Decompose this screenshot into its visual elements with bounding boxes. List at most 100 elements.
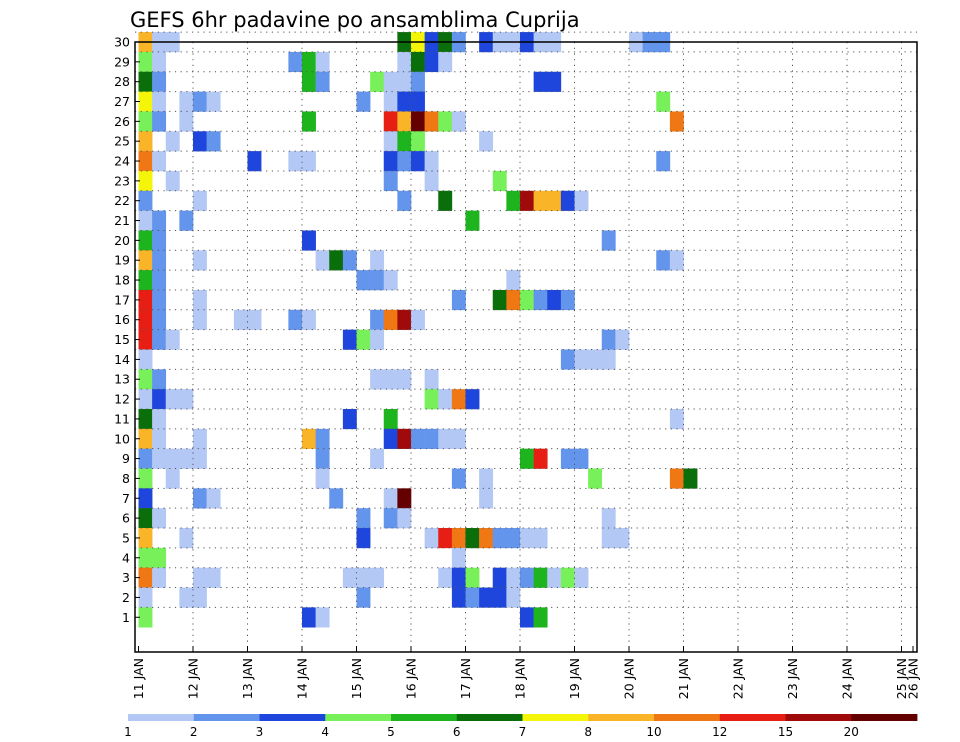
plot-frame <box>134 41 918 653</box>
heatmap-cell <box>193 488 207 509</box>
heatmap-cell <box>288 309 303 330</box>
heatmap-cell <box>397 111 412 132</box>
heatmap-cell <box>492 587 507 608</box>
heatmap-cell <box>411 131 425 152</box>
heatmap-cell <box>138 210 153 231</box>
chart-title: GEFS 6hr padavine po ansamblima Cuprija <box>130 8 580 32</box>
heatmap-cell <box>601 349 616 370</box>
heatmap-cell <box>138 448 153 469</box>
heatmap-cell <box>451 428 466 449</box>
heatmap-cell <box>302 71 316 92</box>
heatmap-cell <box>451 567 466 588</box>
heatmap-cell <box>451 389 466 410</box>
x-tick-label: 19 JAN <box>567 658 582 699</box>
y-tick-label: 7 <box>122 491 130 506</box>
heatmap-cell <box>165 468 180 489</box>
y-tick-label: 14 <box>114 352 130 367</box>
heatmap-cell <box>560 190 575 211</box>
heatmap-cell <box>383 151 398 172</box>
heatmap-cell <box>574 567 589 588</box>
heatmap-cell <box>315 607 330 628</box>
colorbar-segment <box>522 714 589 721</box>
heatmap-cell <box>520 607 534 628</box>
heatmap-cell <box>383 131 398 152</box>
heatmap-cell <box>302 111 316 132</box>
heatmap-cell <box>424 111 439 132</box>
colorbar-segment <box>719 714 786 721</box>
colorbar-segment <box>588 714 655 721</box>
heatmap-cell <box>520 528 534 549</box>
heatmap-cell <box>383 488 398 509</box>
heatmap-cell <box>302 51 316 73</box>
heatmap-cell <box>138 151 153 172</box>
heatmap-cell <box>479 468 494 489</box>
heatmap-cell <box>206 131 221 152</box>
x-tick-label: 17 JAN <box>458 658 473 699</box>
heatmap-cell <box>451 587 466 608</box>
heatmap-cell <box>438 111 453 132</box>
heatmap-cell <box>138 528 153 549</box>
heatmap-cell <box>370 567 385 588</box>
heatmap-cell <box>329 488 344 509</box>
y-tick-label: 3 <box>122 570 130 585</box>
colorbar-segment <box>325 714 392 721</box>
heatmap-cell <box>165 131 180 152</box>
heatmap-cell <box>152 309 167 330</box>
heatmap-cell <box>411 111 425 132</box>
x-tick-label: 24 JAN <box>840 658 855 699</box>
heatmap-cell <box>138 607 153 628</box>
heatmap-cell <box>179 389 194 410</box>
heatmap-cell <box>479 131 494 152</box>
heatmap-cell <box>356 508 371 529</box>
heatmap-cell <box>669 250 684 271</box>
heatmap-cell <box>383 111 398 132</box>
heatmap-cell <box>451 547 466 568</box>
colorbar-label: 7 <box>519 725 527 739</box>
y-tick-label: 21 <box>114 213 130 228</box>
heatmap-cell <box>520 190 534 211</box>
heatmap-cell <box>179 210 194 231</box>
heatmap-cell <box>370 250 385 271</box>
colorbar-label: 1 <box>124 725 132 739</box>
heatmap-cell <box>152 289 167 311</box>
heatmap-cell <box>315 250 330 271</box>
heatmap-cell <box>560 349 575 370</box>
heatmap-cell <box>533 190 548 211</box>
y-tick-label: 29 <box>114 54 130 69</box>
heatmap-cell <box>138 587 153 608</box>
heatmap-cell <box>193 250 207 271</box>
heatmap-cell <box>397 190 412 211</box>
heatmap-cell <box>533 567 548 588</box>
y-tick-label: 2 <box>122 590 130 605</box>
colorbar-segment <box>785 714 852 721</box>
colorbar-label: 10 <box>646 725 661 739</box>
heatmap-cell <box>397 369 412 390</box>
heatmap-cell <box>506 587 521 608</box>
heatmap-cell <box>315 71 330 92</box>
x-tick-label: 20 JAN <box>622 658 637 699</box>
heatmap-cell <box>370 270 385 291</box>
heatmap-cell <box>288 51 303 73</box>
heatmap-cell <box>492 170 507 192</box>
colorbar-label: 15 <box>778 725 793 739</box>
heatmap-cell <box>152 329 167 350</box>
x-tick-label: 14 JAN <box>295 658 310 699</box>
x-tick-label: 18 JAN <box>513 658 528 699</box>
heatmap-cell <box>356 587 371 608</box>
heatmap-cell <box>520 448 534 469</box>
heatmap-cell <box>547 567 562 588</box>
heatmap-cell <box>479 587 494 608</box>
heatmap-cell <box>438 190 453 211</box>
heatmap-cell <box>424 528 439 549</box>
heatmap-cell <box>370 71 385 92</box>
heatmap-cell <box>193 448 207 469</box>
heatmap-cell <box>152 71 167 92</box>
heatmap-cell <box>342 567 357 588</box>
heatmap-cell <box>479 488 494 509</box>
y-tick-label: 10 <box>114 431 130 446</box>
colorbar-label: 20 <box>844 725 859 739</box>
heatmap-cell <box>179 528 194 549</box>
y-tick-label: 25 <box>114 134 130 149</box>
x-tick-label: 23 JAN <box>785 658 800 699</box>
heatmap-cell <box>465 389 480 410</box>
